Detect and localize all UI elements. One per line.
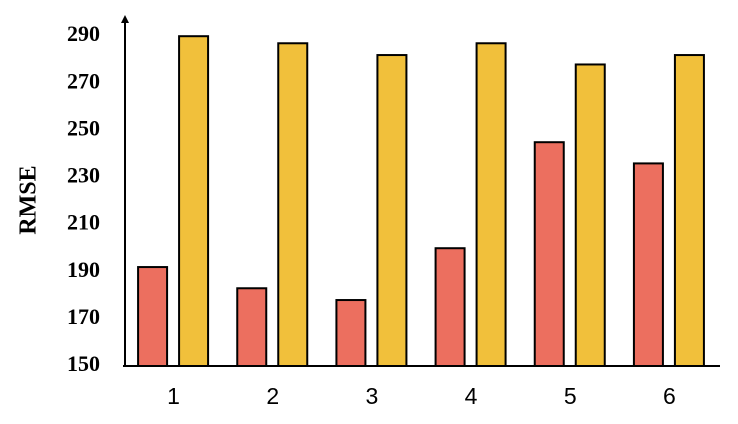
- bar: [475, 42, 507, 367]
- bar: [533, 141, 565, 367]
- y-axis-arrow: [121, 15, 129, 23]
- x-tick-label: 4: [465, 383, 478, 409]
- x-tick-label: 3: [366, 383, 379, 409]
- x-tick-label: 5: [564, 383, 577, 409]
- y-tick-label: 210: [67, 210, 100, 235]
- y-tick-label: 190: [67, 257, 100, 282]
- x-tick-label: 2: [266, 383, 279, 409]
- y-tick-label: 150: [67, 351, 100, 376]
- bar: [137, 266, 169, 367]
- y-tick-label: 250: [67, 115, 100, 140]
- bar: [376, 54, 408, 368]
- y-tick-label: 170: [67, 304, 100, 329]
- bar: [277, 42, 309, 367]
- x-tick-label: 6: [663, 383, 676, 409]
- bar: [178, 35, 210, 367]
- bar: [335, 299, 367, 368]
- bar: [673, 54, 705, 368]
- bar: [236, 287, 268, 368]
- y-tick-label: 270: [67, 68, 100, 93]
- y-tick-label: 290: [67, 21, 100, 46]
- x-tick-label: 1: [167, 383, 180, 409]
- y-tick-label: 230: [67, 163, 100, 188]
- bar: [434, 247, 466, 367]
- bar: [632, 162, 664, 367]
- y-axis-label: RMSE: [16, 165, 42, 234]
- bar: [574, 63, 606, 368]
